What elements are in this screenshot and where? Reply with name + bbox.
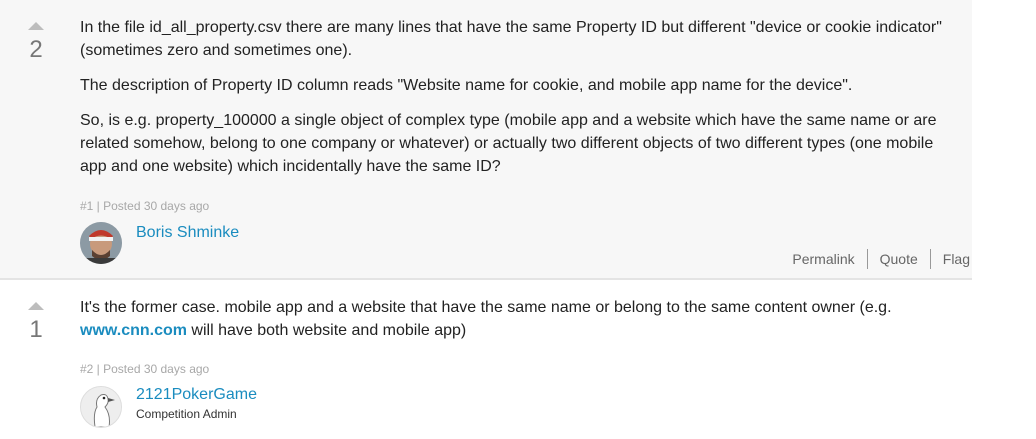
avatar[interactable] [80, 386, 122, 428]
post-actions: Permalink Quote Flag [792, 249, 970, 269]
goose-avatar-icon [81, 387, 121, 427]
post-paragraph: It's the former case. mobile app and a w… [80, 296, 960, 342]
action-divider [866, 249, 868, 269]
action-divider [929, 249, 931, 269]
vote-count: 2 [29, 36, 43, 63]
quote-link[interactable]: Quote [879, 251, 918, 267]
post-paragraph: The description of Property ID column re… [80, 77, 853, 94]
upvote-arrow-icon[interactable] [28, 302, 44, 310]
post-paragraph: So, is e.g. property_100000 a single obj… [80, 112, 937, 175]
vote-box: 2 [25, 22, 47, 62]
post-text: It's the former case. mobile app and a w… [80, 299, 892, 316]
post-body: In the file id_all_property.csv there ar… [80, 16, 960, 190]
user-avatar-icon [80, 222, 122, 264]
author-name-link[interactable]: Boris Shminke [136, 224, 240, 241]
forum-post-2: 1 It's the former case. mobile app and a… [0, 280, 972, 439]
vote-count: 1 [29, 316, 43, 343]
vote-box: 1 [25, 302, 47, 342]
cnn-link[interactable]: www.cnn.com [80, 322, 187, 339]
avatar[interactable] [80, 222, 122, 264]
flag-link[interactable]: Flag [942, 251, 970, 267]
author-role: Competition Admin [136, 407, 237, 421]
forum-post-1: 2 In the file id_all_property.csv there … [0, 16, 972, 280]
post-paragraph: In the file id_all_property.csv there ar… [80, 19, 942, 59]
upvote-arrow-icon[interactable] [28, 22, 44, 30]
post-meta: #2 | Posted 30 days ago [80, 362, 210, 376]
post-text: will have both website and mobile app) [186, 322, 467, 339]
post-meta: #1 | Posted 30 days ago [80, 199, 210, 213]
permalink-link[interactable]: Permalink [792, 251, 855, 267]
author-name-link[interactable]: 2121PokerGame [136, 386, 257, 403]
post-body: It's the former case. mobile app and a w… [80, 296, 960, 354]
